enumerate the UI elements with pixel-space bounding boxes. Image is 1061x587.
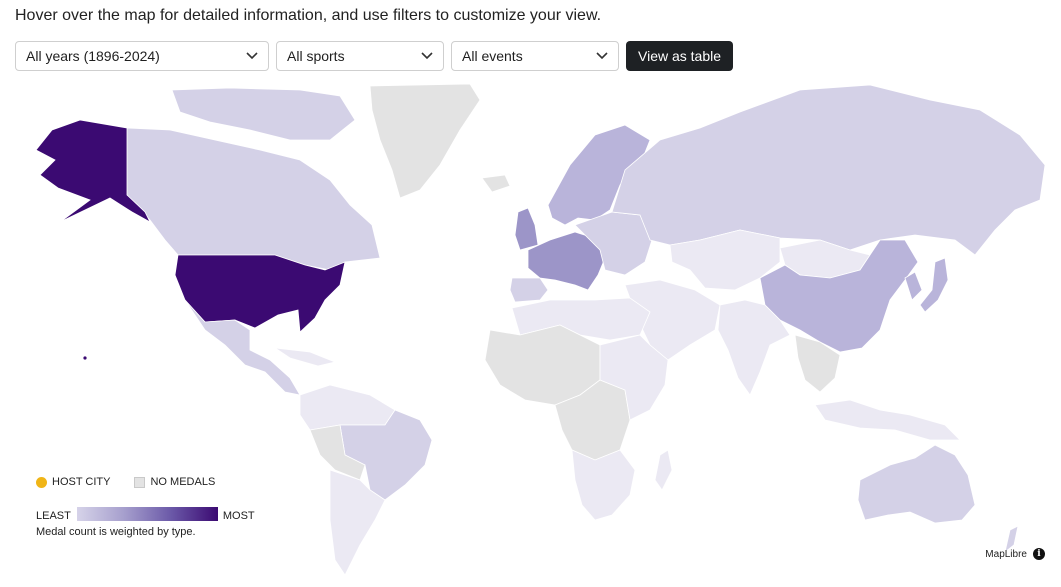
least-label: LEAST — [36, 510, 71, 522]
chevron-down-icon — [596, 52, 608, 60]
region-iceland[interactable] — [481, 174, 511, 193]
region-korea[interactable] — [904, 271, 923, 301]
region-iberia[interactable] — [509, 277, 549, 303]
region-canada-islands[interactable] — [171, 87, 356, 141]
years-select-label: All years (1896-2024) — [26, 48, 160, 64]
region-hawaii[interactable] — [83, 356, 87, 360]
medal-gradient-scale — [76, 507, 218, 521]
region-south-america-north[interactable] — [299, 384, 396, 431]
map-canvas[interactable] — [0, 82, 1061, 582]
region-japan[interactable] — [919, 257, 949, 313]
region-western-europe[interactable] — [527, 231, 606, 291]
region-canada[interactable] — [126, 127, 381, 271]
world-map[interactable] — [0, 82, 1061, 582]
no-medals-label: NO MEDALS — [150, 476, 216, 488]
region-middle-east[interactable] — [624, 279, 721, 361]
region-peru-bolivia[interactable] — [309, 424, 366, 481]
host-city-marker — [36, 476, 47, 488]
filter-bar: All years (1896-2024) All sports All eve… — [15, 41, 734, 71]
maplibre-attribution-label[interactable]: MapLibre — [985, 548, 1027, 560]
view-as-table-button[interactable]: View as table — [626, 41, 734, 71]
events-select-label: All events — [462, 48, 523, 64]
region-greenland[interactable] — [369, 83, 481, 199]
map-attribution: MapLibre i — [985, 548, 1045, 560]
region-australia[interactable] — [857, 444, 976, 524]
region-china[interactable] — [759, 239, 919, 353]
region-uk[interactable] — [514, 207, 539, 251]
region-argentina-chile[interactable] — [329, 469, 386, 576]
region-southern-africa[interactable] — [571, 449, 636, 521]
region-caribbean[interactable] — [274, 347, 337, 367]
chevron-down-icon — [421, 52, 433, 60]
region-new-zealand[interactable] — [1004, 525, 1019, 554]
intro-text: Hover over the map for detailed informat… — [15, 7, 602, 24]
no-medals-swatch — [134, 476, 146, 488]
sports-select[interactable]: All sports — [276, 41, 444, 71]
region-russia[interactable] — [611, 84, 1046, 256]
chevron-down-icon — [246, 52, 258, 60]
events-select[interactable]: All events — [451, 41, 619, 71]
years-select[interactable]: All years (1896-2024) — [15, 41, 269, 71]
region-southeast-asia[interactable] — [794, 334, 841, 393]
region-central-africa[interactable] — [554, 379, 631, 461]
host-city-label: HOST CITY — [52, 476, 111, 488]
region-madagascar[interactable] — [654, 449, 673, 491]
sports-select-label: All sports — [287, 48, 345, 64]
region-alaska[interactable] — [35, 119, 151, 223]
region-east-africa[interactable] — [599, 334, 669, 421]
medal-weight-note: Medal count is weighted by type. — [36, 526, 196, 538]
region-mexico[interactable] — [184, 299, 301, 396]
region-indonesia[interactable] — [814, 399, 961, 441]
info-icon[interactable]: i — [1033, 548, 1045, 560]
map-legend: HOST CITY NO MEDALS LEAST MOST Medal cou… — [36, 476, 255, 538]
region-india[interactable] — [717, 299, 791, 396]
most-label: MOST — [222, 510, 255, 522]
